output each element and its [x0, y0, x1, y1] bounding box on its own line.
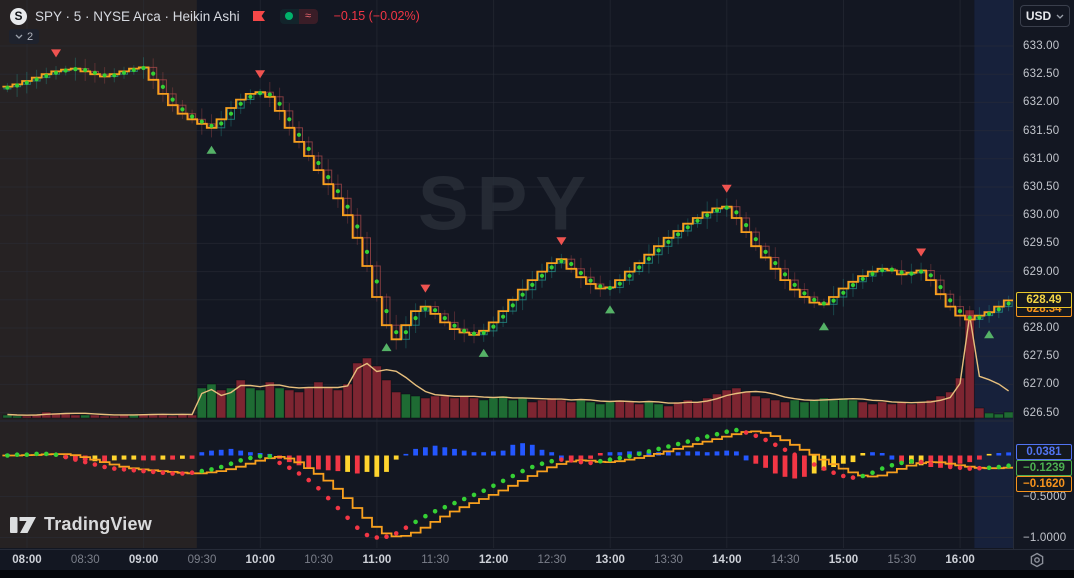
candle-dots — [5, 65, 1011, 336]
axis-tick-label: 626.50 — [1023, 406, 1060, 419]
axis-tick-label: 629.00 — [1023, 265, 1060, 278]
time-tick-label: 13:00 — [595, 554, 625, 566]
legend-collapse-button[interactable]: 2 — [9, 29, 40, 44]
tradingview-mark-icon — [10, 516, 36, 533]
oscillator-value-label: −0.1620 — [1016, 476, 1072, 493]
timezone-settings-icon[interactable] — [1025, 551, 1049, 569]
time-tick-label: 12:00 — [478, 554, 509, 566]
oscillator-signal-line — [2, 430, 1014, 538]
oscillator-value-label: −0.1239 — [1016, 460, 1072, 477]
indicator-count: 2 — [27, 30, 34, 43]
axis-tick-label: 632.50 — [1023, 68, 1060, 81]
axis-tick-label: 633.00 — [1023, 40, 1060, 52]
time-tick-label: 11:30 — [421, 554, 450, 566]
time-tick-label: 12:30 — [537, 554, 567, 566]
axis-tick-label: 627.50 — [1023, 350, 1060, 363]
axis-tick-label: 630.50 — [1023, 181, 1060, 193]
time-tick-label: 15:30 — [887, 554, 917, 566]
axis-tick-label: 629.50 — [1023, 237, 1060, 250]
axis-tick-label: −1.0000 — [1023, 531, 1067, 544]
time-tick-label: 10:00 — [245, 554, 275, 566]
oscillator-value-label: 0.0381 — [1016, 444, 1072, 461]
trend-step-line — [2, 66, 1014, 341]
volume-histogram — [2, 309, 1014, 419]
axis-tick-label: 630.00 — [1023, 209, 1060, 222]
signal-markers — [51, 49, 995, 357]
time-tick-label: 16:00 — [945, 554, 975, 566]
chevron-down-icon — [1056, 14, 1064, 19]
time-tick-label: 09:30 — [187, 554, 217, 566]
symbol-legend[interactable]: S SPY · 5 · NYSE Arca · Heikin Ashi ≈ −0… — [10, 6, 420, 26]
axis-tick-label: 631.50 — [1023, 124, 1060, 137]
time-tick-label: 08:30 — [70, 554, 100, 566]
axis-tick-label: −0.5000 — [1023, 490, 1067, 503]
symbol-title[interactable]: SPY · 5 · NYSE Arca · Heikin Ashi — [35, 8, 240, 24]
price-scale[interactable]: USD 633.00 632.50 632.00 631.50 631.00 630.50… — [1013, 0, 1074, 549]
time-tick-label: 09:00 — [128, 554, 159, 566]
currency-label: USD — [1025, 9, 1052, 23]
tradingview-brand-text: TradingView — [44, 514, 152, 534]
symbol-logo-icon[interactable]: S — [10, 7, 27, 25]
tradingview-logo[interactable]: TradingView — [10, 514, 152, 535]
axis-tick-label: 631.00 — [1023, 152, 1060, 165]
window-bottom-edge — [0, 570, 1074, 578]
time-tick-label: 13:30 — [654, 554, 683, 566]
axis-tick-label: 627.00 — [1023, 378, 1060, 391]
approx-icon: ≈ — [298, 8, 318, 24]
time-tick-label: 15:00 — [828, 554, 859, 566]
green-dot-icon — [279, 8, 299, 24]
time-tick-label: 10:30 — [304, 554, 333, 566]
flag-icon[interactable] — [252, 10, 266, 23]
chevron-down-icon — [15, 34, 23, 39]
time-tick-label: 11:00 — [362, 554, 392, 566]
time-scale[interactable]: 08:00 08:30 09:00 09:30 10:00 10:30 11:00 11:30… — [0, 549, 1074, 570]
time-tick-label: 14:00 — [712, 554, 742, 566]
indicator-status-pill[interactable]: ≈ — [279, 8, 318, 24]
oscillator-dots — [5, 427, 1011, 540]
current-price-label: 628.49 — [1016, 292, 1072, 309]
time-tick-label: 14:30 — [770, 554, 800, 566]
session-shading — [0, 0, 1013, 548]
time-tick-label: 08:00 — [12, 554, 42, 566]
axis-tick-label: 628.00 — [1023, 322, 1060, 334]
price-change-text: −0.15 (−0.02%) — [333, 9, 420, 23]
axis-tick-label: 632.00 — [1023, 96, 1060, 109]
currency-toggle-button[interactable]: USD — [1020, 5, 1070, 27]
